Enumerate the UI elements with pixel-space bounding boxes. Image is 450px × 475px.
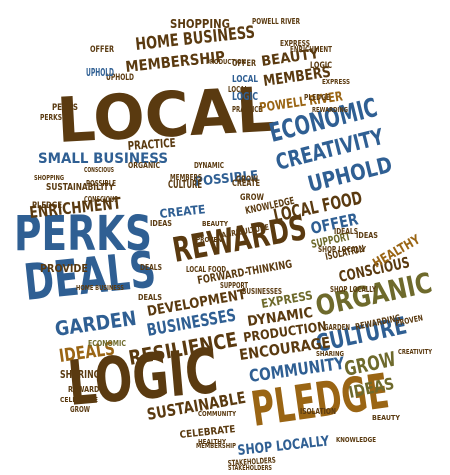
word-sharing-small: SHARING [316, 350, 344, 358]
word-provide: PROVIDE [40, 262, 88, 275]
word-uphold-small: UPHOLD [106, 73, 134, 83]
word-local-small: LOCAL [232, 74, 258, 85]
word-shop-locally-small: SHOP LOCALLY [318, 245, 366, 254]
word-deals-small2: DEALS [140, 263, 162, 272]
word-production-small: PRODUCTION [206, 58, 246, 66]
word-beauty-small: BEAUTY [372, 414, 401, 422]
word-create-small: CREATE [232, 179, 260, 189]
word-local: LOCAL [55, 73, 277, 157]
word-membership-small: MEMBERSHIP [196, 442, 236, 450]
word-possible-small: POSSIBLE [86, 179, 116, 188]
word-ideals-small: IDEALS [334, 227, 358, 236]
word-ideas-small2: IDEAS [356, 231, 378, 240]
word-local-small2: LOCAL [228, 85, 248, 94]
word-proven-small: PROVEN [196, 236, 222, 244]
word-perks-small: PERKS [52, 103, 78, 113]
word-perks: PERKS [14, 206, 152, 262]
word-perks-small2: PERKS [40, 113, 62, 122]
word-pledge-small: PLEDGE [32, 201, 62, 211]
word-logic: LOGIC [65, 334, 221, 420]
word-offer-small2: OFFER [90, 45, 114, 55]
word-isolation-small: ISOLATION [300, 407, 336, 416]
word-support-small: SUPPORT [220, 281, 248, 290]
word-enrichment-small: ENRICHMENT [290, 45, 332, 54]
word-community-small: COMMUNITY [198, 410, 237, 418]
word-stakeholders-small: STAKEHOLDERS [228, 464, 272, 472]
word-home-business-small: HOME BUSINESS [76, 284, 124, 292]
word-express-small: EXPRESS [280, 39, 310, 48]
word-conscious-small2: CONSCIOUS [84, 166, 114, 174]
word-rewards-small: REWARDS [68, 385, 104, 394]
word-dynamic-small: DYNAMIC [194, 161, 224, 170]
word-uphold-small2: UPHOLD [86, 66, 114, 79]
word-powell-river-small: POWELL RIVER [252, 17, 300, 26]
word-knowledge-small: KNOWLEDGE [336, 436, 376, 444]
word-sharing: SHARING [60, 368, 100, 381]
word-grow-small: GROW [240, 193, 264, 203]
word-organic-small: ORGANIC [128, 161, 160, 170]
word-practice: PRACTICE [127, 136, 176, 153]
word-culture-small: CULTURE [168, 178, 202, 191]
word-conscious-small: CONSCIOUS [84, 195, 118, 204]
word-offer-small: OFFER [232, 59, 256, 69]
word-beauty-small2: BEAUTY [202, 220, 229, 228]
word-shopping-small: SHOPPING [34, 174, 64, 182]
word-grow-small2: GROW [236, 175, 258, 185]
word-celebrate-small: CELEBRATE [60, 396, 98, 404]
word-deals: DEALS [21, 240, 158, 311]
word-shop-locally-small2: SHOP LOCALLY [330, 285, 376, 294]
word-economic-small: ECONOMIC [88, 339, 126, 348]
word-garden: GARDEN [53, 306, 138, 341]
word-shop-locally: SHOP LOCALLY [237, 433, 331, 459]
word-practice-small: PRACTICE [232, 105, 262, 114]
word-logic-small: LOGIC [232, 90, 258, 103]
word-businesses-small: BUSINESSES [242, 287, 282, 296]
word-create: CREATE [159, 202, 206, 221]
word-deals-small: DEALS [138, 293, 162, 302]
word-stakeholders: STAKEHOLDERS [228, 456, 277, 468]
word-local-food-small: LOCAL FOOD [186, 265, 226, 274]
word-possible: POSSIBLE [194, 168, 259, 190]
word-healthy-small: HEALTHY [198, 438, 227, 446]
word-logic-small2: LOGIC [310, 61, 332, 71]
word-members-small: MEMBERS [170, 173, 202, 182]
word-express-small2: EXPRESS [322, 78, 350, 86]
word-sustainability: SUSTAINABILITY [46, 182, 115, 193]
word-pledge-small2: PLEDGE [304, 93, 330, 102]
word-rewarding-small: REWARDING [312, 106, 348, 114]
word-grow-small3: GROW [70, 405, 90, 414]
word-garden-small: GARDEN [324, 323, 350, 332]
word-ideas-small: IDEAS [150, 219, 172, 228]
word-small-business: SMALL BUSINESS [38, 151, 168, 167]
word-shopping: SHOPPING [170, 17, 230, 31]
word-creativity-small: CREATIVITY [398, 348, 433, 356]
